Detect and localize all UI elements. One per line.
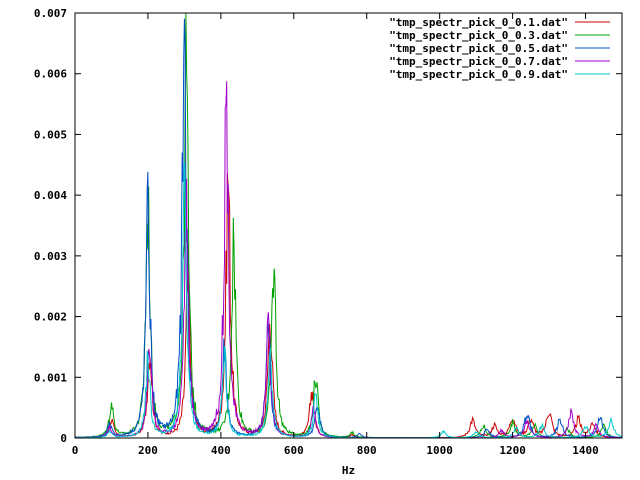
x-axis-label: Hz bbox=[342, 464, 355, 477]
y-tick-label: 0.006 bbox=[34, 68, 67, 81]
x-tick-label: 1000 bbox=[426, 444, 453, 457]
ticks-layer: 0 200 400 600 800 1000 1200 1400 0 0.001 0.002 0.00… bbox=[34, 7, 622, 457]
x-tick-label: 200 bbox=[138, 444, 158, 457]
legend-label: "tmp_spectr_pick_0_0.3.dat" bbox=[389, 29, 568, 42]
series-line-5 bbox=[74, 162, 623, 439]
x-tick-label: 0 bbox=[72, 444, 79, 457]
x-tick-label: 400 bbox=[211, 444, 231, 457]
x-tick-label: 800 bbox=[357, 444, 377, 457]
legend-label: "tmp_spectr_pick_0_0.7.dat" bbox=[389, 55, 568, 68]
y-tick-label: 0 bbox=[60, 432, 67, 445]
x-tick-label: 600 bbox=[284, 444, 304, 457]
y-tick-label: 0.002 bbox=[34, 311, 67, 324]
x-tick-label: 1400 bbox=[572, 444, 599, 457]
y-tick-label: 0.001 bbox=[34, 371, 67, 384]
series-line-3 bbox=[75, 18, 623, 439]
plot-frame bbox=[74, 12, 623, 439]
x-tick-label: 1200 bbox=[499, 444, 526, 457]
series-line-4 bbox=[74, 81, 623, 439]
legend: "tmp_spectr_pick_0_0.1.dat""tmp_spectr_p… bbox=[389, 16, 610, 81]
y-tick-label: 0.005 bbox=[34, 128, 67, 141]
legend-label: "tmp_spectr_pick_0_0.5.dat" bbox=[389, 42, 568, 55]
series-line-1 bbox=[75, 173, 623, 439]
y-tick-label: 0.003 bbox=[34, 250, 67, 263]
legend-label: "tmp_spectr_pick_0_0.9.dat" bbox=[389, 68, 568, 81]
y-tick-label: 0.007 bbox=[34, 7, 67, 20]
legend-label: "tmp_spectr_pick_0_0.1.dat" bbox=[389, 16, 568, 29]
y-tick-label: 0.004 bbox=[34, 189, 67, 202]
